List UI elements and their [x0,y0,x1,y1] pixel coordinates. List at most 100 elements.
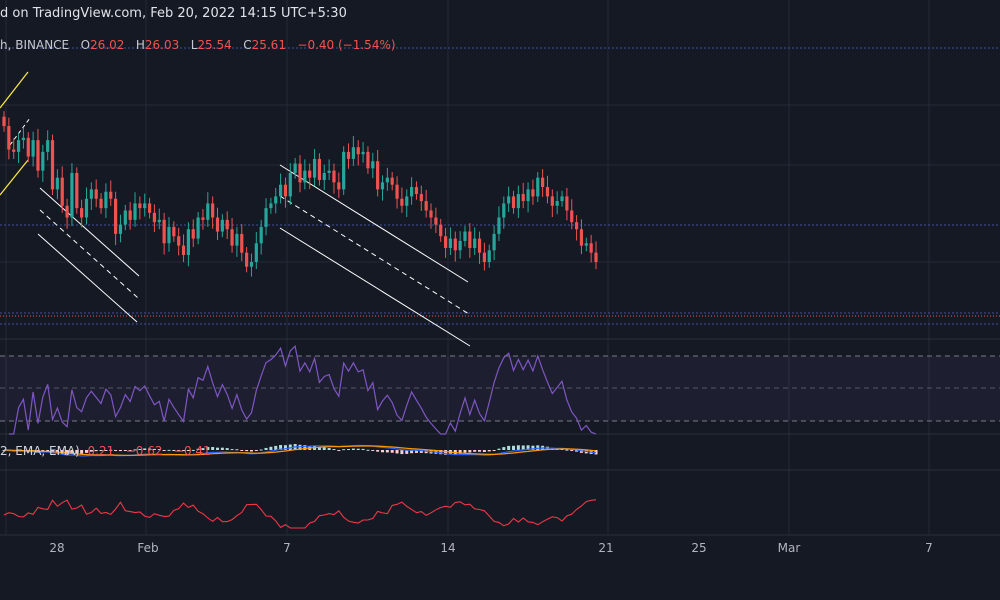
candles-group [2,111,598,277]
candle-body [16,140,21,152]
candle-body [249,262,254,267]
candle-body [385,177,389,183]
candle-body [293,163,297,173]
macd-bar [366,449,370,451]
trend-line-yellow [0,71,29,109]
macd-bar [220,447,224,450]
candle-body [473,238,477,248]
candle-body [143,203,147,209]
macd-legend: 2, EMA, EMA) 0.21 −0.62 −0.41 [0,444,211,458]
candle-body [147,203,152,213]
macd-bar [191,449,195,451]
macd-bar [347,449,351,451]
macd-bar [148,448,152,450]
macd-bar [385,450,389,453]
macd-bar [254,450,258,451]
macd-bar [206,447,210,450]
macd-bar [46,450,50,451]
symbol-label[interactable]: h, BINANCE [0,38,70,52]
macd-bar [288,444,292,450]
candle-body [138,203,142,209]
candle-body [468,231,472,248]
candle-body [177,236,181,246]
candle-body [84,198,89,218]
candle-body [516,194,520,209]
candle-body [327,170,331,173]
candle-body [410,187,414,197]
macd-params[interactable]: 2, EMA, EMA) [0,444,80,458]
candle-body [230,229,234,246]
candle-body [584,243,588,246]
macd-bar [395,450,399,454]
candle-body [7,126,11,150]
low-value: 25.54 [197,38,232,52]
candle-body [75,172,79,209]
candle-body [181,245,186,255]
candle-body [380,182,385,190]
candle-body [492,233,496,251]
macd-bar [186,450,190,451]
candle-body [395,184,399,199]
candle-body [298,163,302,183]
candle-body [269,203,273,209]
macd-bar [143,448,147,450]
macd-bar [322,447,326,450]
macd-bar [182,450,186,452]
candle-body [536,177,540,197]
macd-bar [89,450,93,452]
candle-body [31,140,35,157]
macd-bar [565,449,569,451]
candle-body [235,233,239,246]
candle-body [50,140,55,190]
candle-body [448,238,453,248]
candle-body [579,229,584,246]
candle-body [443,236,448,248]
candle-body [589,243,593,253]
macd-bar [400,450,404,455]
macd-bar [240,450,244,451]
macd-bar [526,445,530,450]
macd-bar [84,450,88,453]
candle-body [414,187,419,195]
candle-body [342,151,346,190]
macd-bar [327,448,331,450]
candle-body [405,196,409,206]
candle-body [26,137,30,157]
macd-bar [70,450,74,454]
macd-bar [512,445,516,450]
candle-body [162,219,166,244]
candle-body [215,217,220,232]
open-value: 26.02 [90,38,125,52]
candle-body [346,151,351,159]
candle-body [167,226,171,244]
close-label: C [243,38,252,52]
candle-body [511,196,516,209]
candle-body [555,201,559,206]
macd-bar [351,448,355,450]
candle-body [303,170,307,183]
macd-bar [298,444,302,450]
candle-body [419,194,423,202]
signal-line [3,445,597,456]
candle-body [46,140,50,152]
candle-body [109,191,113,199]
candle-body [114,198,118,234]
macd-bar [380,450,384,453]
macd-bar [133,449,137,451]
candle-body [361,151,365,155]
candle-body [317,158,322,180]
macd-bar [361,448,365,450]
candle-body [308,170,312,178]
candle-body [283,184,288,197]
candle-body [36,140,40,171]
macd-bar [138,448,142,450]
macd-bar [337,450,341,451]
macd-bar [502,447,506,450]
candle-body [274,196,278,204]
candle-body [322,172,326,180]
macd-bar [521,445,525,450]
candle-body [502,203,506,218]
macd-bar [410,450,414,454]
